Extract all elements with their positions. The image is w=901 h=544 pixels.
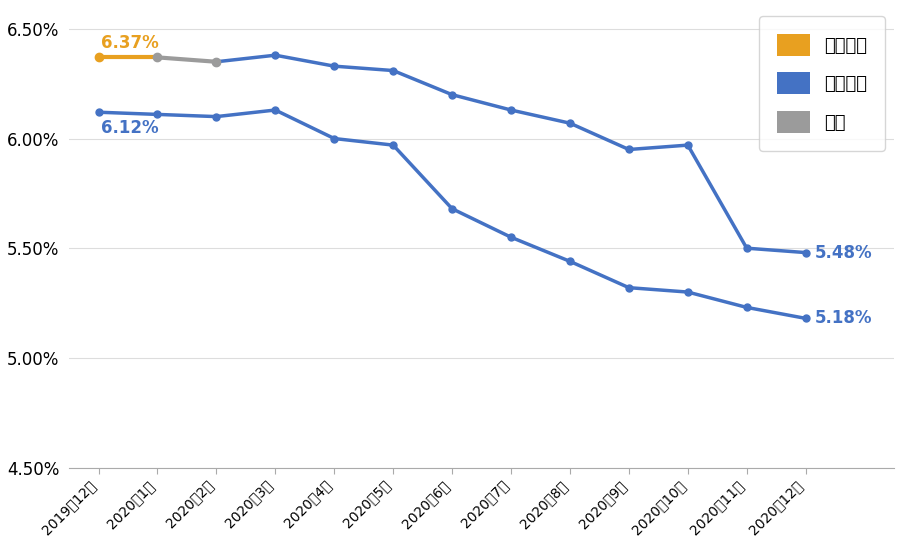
Text: 6.12%: 6.12% — [102, 119, 159, 137]
Text: 5.18%: 5.18% — [815, 310, 872, 327]
Text: 5.48%: 5.48% — [815, 244, 872, 262]
Legend: 连续上升, 连续下降, 其他: 连续上升, 连续下降, 其他 — [759, 16, 885, 151]
Text: 6.37%: 6.37% — [102, 34, 159, 52]
